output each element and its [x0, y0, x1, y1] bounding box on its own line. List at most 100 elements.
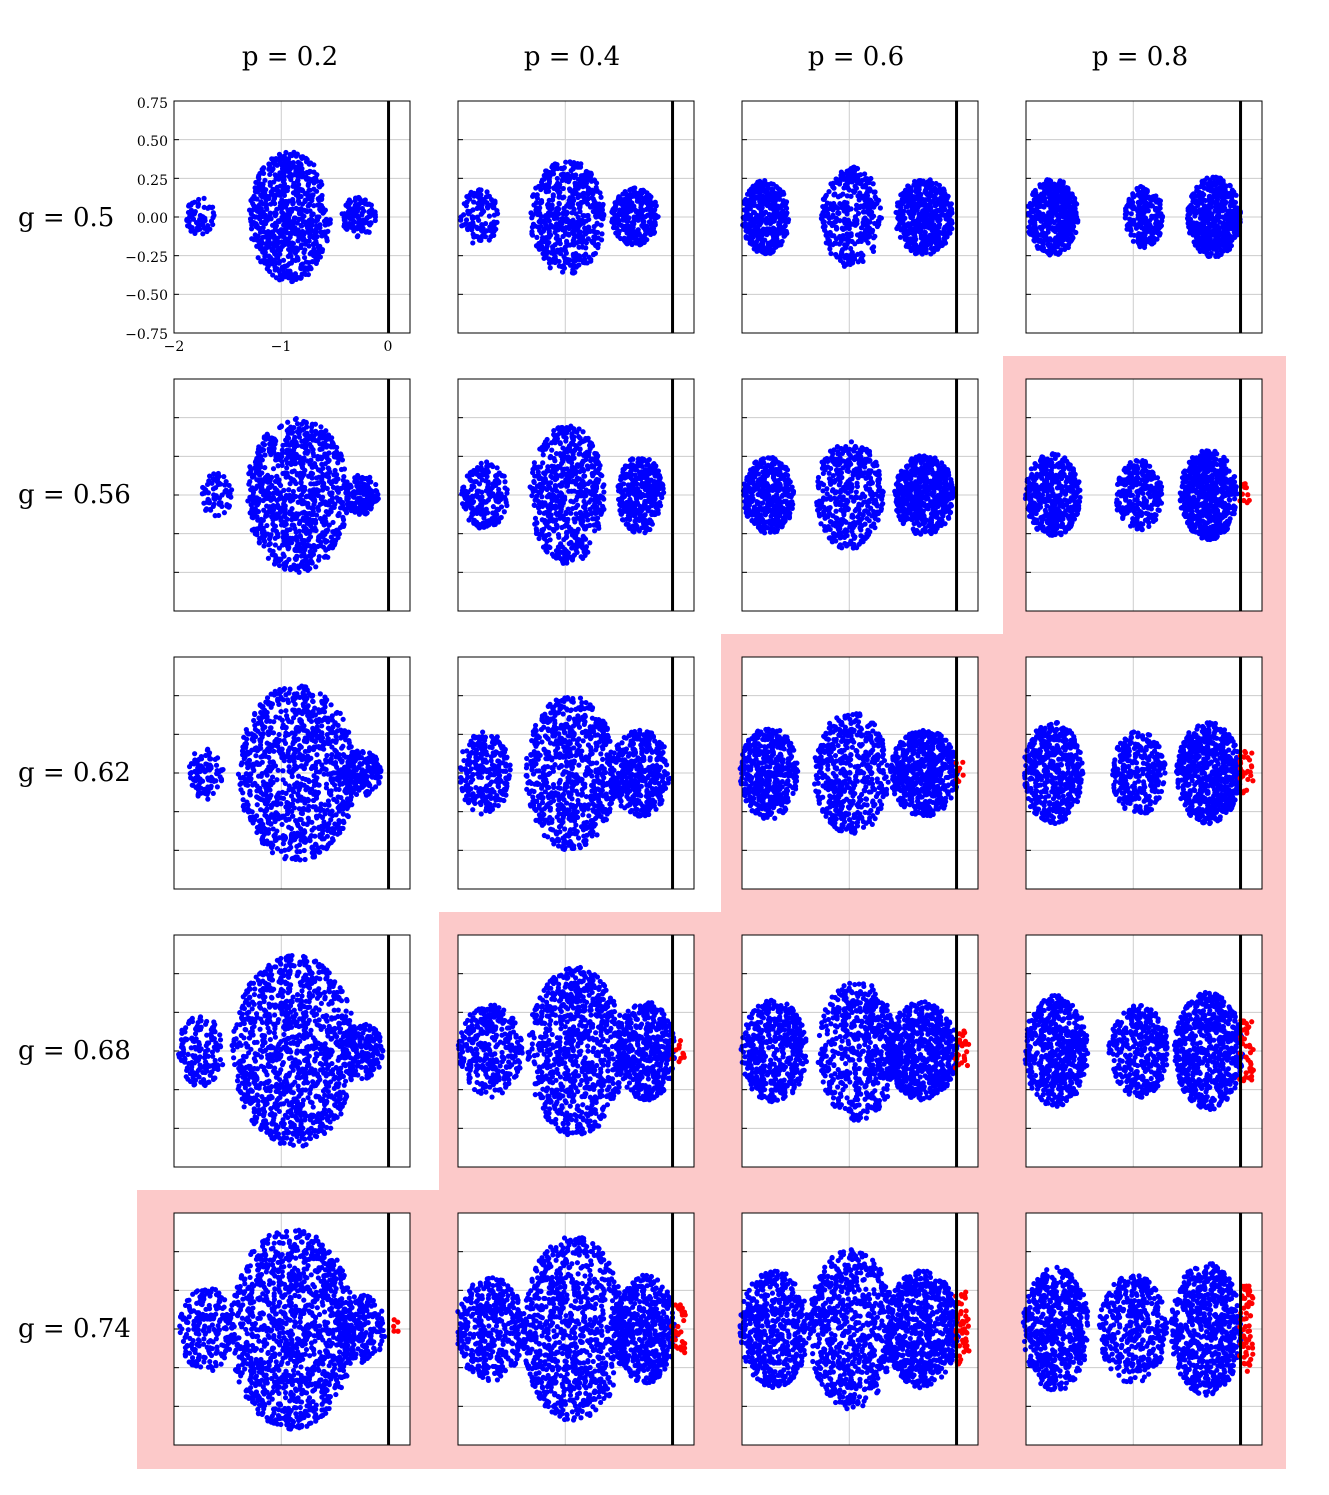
data-point: [868, 187, 873, 192]
data-point: [629, 193, 634, 198]
data-point: [908, 215, 913, 220]
data-point: [1140, 239, 1145, 244]
data-point: [610, 210, 615, 215]
data-point: [1029, 209, 1034, 214]
data-point: [465, 209, 470, 214]
data-point: [469, 227, 474, 232]
data-point: [306, 196, 311, 201]
data-point: [480, 226, 485, 231]
data-point: [295, 192, 300, 197]
data-point: [221, 474, 226, 479]
data-point: [288, 231, 293, 236]
data-point: [303, 272, 308, 277]
data-point: [600, 207, 605, 212]
data-point: [1055, 218, 1060, 223]
data-point: [626, 223, 631, 228]
data-point: [648, 219, 653, 224]
scatter-panel: [1026, 101, 1262, 333]
data-point: [294, 184, 299, 189]
data-point: [1060, 198, 1065, 203]
data-point: [291, 172, 296, 177]
data-point: [1201, 192, 1206, 197]
data-point: [583, 231, 588, 236]
data-point: [616, 231, 621, 236]
data-point: [1067, 191, 1072, 196]
data-point: [551, 167, 556, 172]
data-point: [1063, 212, 1068, 217]
data-point: [560, 269, 565, 274]
data-point: [1190, 199, 1195, 204]
data-point: [307, 220, 312, 225]
data-point: [567, 186, 572, 191]
data-point: [1153, 207, 1158, 212]
data-point: [293, 228, 298, 233]
data-point: [545, 243, 550, 248]
data-point: [476, 218, 481, 223]
data-point: [561, 195, 566, 200]
data-point: [304, 230, 309, 235]
data-point: [772, 206, 777, 211]
data-point: [355, 234, 360, 239]
data-point: [651, 231, 656, 236]
data-point: [266, 556, 271, 561]
data-point: [827, 215, 832, 220]
data-point: [941, 188, 946, 193]
data-point: [188, 203, 193, 208]
data-point: [936, 217, 941, 222]
data-point: [281, 222, 286, 227]
data-point: [782, 230, 787, 235]
data-point: [557, 193, 562, 198]
data-point: [295, 248, 300, 253]
data-point: [309, 559, 314, 564]
data-point: [216, 480, 221, 485]
data-point: [1217, 208, 1222, 213]
data-point: [274, 275, 279, 280]
data-point: [855, 252, 860, 257]
data-point: [364, 201, 369, 206]
data-point: [297, 529, 302, 534]
data-point: [863, 203, 868, 208]
data-point: [201, 501, 206, 506]
data-point: [373, 218, 378, 223]
data-point: [1230, 217, 1235, 222]
data-point: [1154, 218, 1159, 223]
data-point: [854, 218, 859, 223]
data-point: [1211, 180, 1216, 185]
data-point: [285, 420, 290, 425]
data-point: [567, 198, 572, 203]
data-point: [1208, 240, 1213, 245]
data-point: [747, 213, 752, 218]
data-point: [550, 248, 555, 253]
data-point: [564, 251, 569, 256]
data-point: [616, 194, 621, 199]
row-titles: g = 0.5 g = 0.56 g = 0.62 g = 0.68 g = 0…: [18, 203, 131, 1344]
data-point: [939, 243, 944, 248]
data-point: [323, 218, 328, 223]
data-point: [492, 200, 497, 205]
data-point: [930, 239, 935, 244]
data-point: [267, 269, 272, 274]
data-point: [920, 197, 925, 202]
data-point: [622, 236, 627, 241]
data-point: [841, 227, 846, 232]
data-point: [876, 219, 881, 224]
data-point: [461, 212, 466, 217]
data-point: [1202, 186, 1207, 191]
data-point: [872, 189, 877, 194]
data-point: [834, 176, 839, 181]
data-point: [1128, 202, 1133, 207]
data-point: [542, 177, 547, 182]
data-point: [286, 487, 291, 492]
data-point: [1039, 204, 1044, 209]
data-point: [196, 197, 201, 202]
data-point: [935, 208, 940, 213]
data-point: [821, 220, 826, 225]
data-point: [840, 192, 845, 197]
data-point: [1069, 237, 1074, 242]
data-point: [776, 194, 781, 199]
data-point: [1228, 239, 1233, 244]
data-point: [949, 201, 954, 206]
data-point: [302, 247, 307, 252]
data-point: [837, 201, 842, 206]
data-point: [306, 183, 311, 188]
